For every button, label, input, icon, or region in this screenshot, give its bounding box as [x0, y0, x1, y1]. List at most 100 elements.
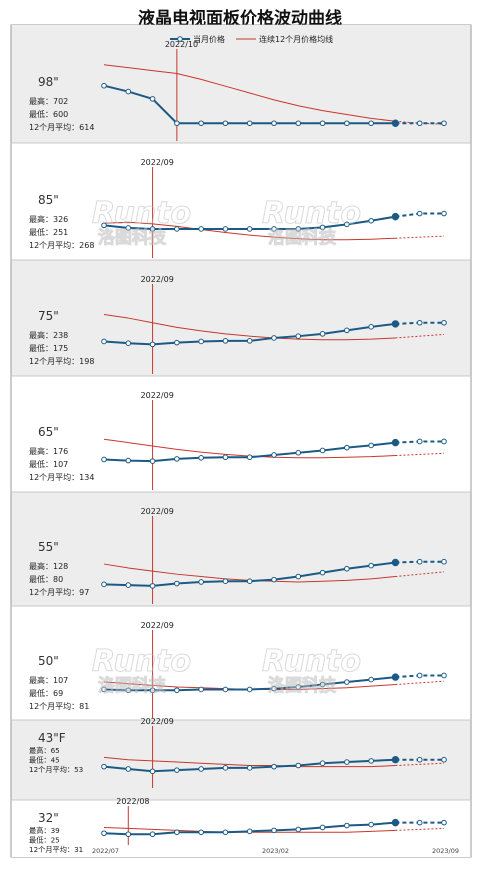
monthly-point — [441, 210, 447, 217]
monthly-point — [222, 765, 229, 771]
monthly-point — [149, 341, 156, 348]
peak-marker-label: 2022/09 — [141, 507, 174, 516]
stat-avg12: 12个月平均：134 — [29, 472, 94, 482]
monthly-point — [319, 681, 326, 688]
stat-high: 最高：65 — [29, 746, 60, 755]
panel-size-label: 85" — [38, 193, 59, 207]
stat-high: 最高：326 — [29, 214, 68, 224]
monthly-point — [271, 120, 277, 127]
avg-forecast-line — [395, 762, 445, 767]
monthly-point — [344, 759, 350, 765]
monthly-point-current — [391, 818, 400, 827]
monthly-point — [198, 338, 204, 345]
monthly-point — [295, 826, 302, 833]
stat-avg12: 12个月平均：198 — [29, 356, 94, 366]
panel-size-label: 75" — [38, 309, 59, 323]
monthly-point — [125, 88, 132, 95]
watermark-logo-cn: 洛图科技 — [98, 227, 167, 248]
monthly-point — [222, 120, 229, 127]
panel-size-label: 32" — [38, 811, 59, 825]
monthly-point — [149, 96, 156, 102]
monthly-point — [125, 340, 132, 347]
watermark-logo: Runto — [262, 196, 361, 231]
monthly-point — [246, 338, 253, 344]
monthly-point — [149, 768, 156, 775]
monthly-point — [441, 819, 447, 826]
stat-low: 最低：69 — [29, 688, 63, 698]
legend-monthly-label: 当月价格 — [193, 34, 225, 44]
panel-background — [11, 143, 471, 260]
monthly-point — [198, 766, 204, 772]
monthly-point — [174, 687, 180, 694]
avg-forecast-line — [395, 571, 445, 578]
peak-marker-label: 2022/09 — [141, 717, 174, 726]
monthly-point — [416, 120, 423, 127]
monthly-point — [125, 831, 132, 838]
monthly-point — [271, 763, 277, 770]
monthly-point — [149, 831, 156, 838]
monthly-point — [319, 760, 326, 767]
monthly-point — [295, 762, 302, 769]
watermark-logo: Runto — [262, 644, 361, 679]
panel-background — [11, 606, 471, 720]
peak-marker-label: 2022/09 — [141, 275, 174, 284]
monthly-point — [441, 120, 447, 127]
monthly-point — [149, 226, 156, 232]
monthly-point — [295, 226, 302, 232]
stat-avg12: 12个月平均：53 — [29, 765, 83, 774]
panel-size-label: 43"F — [38, 731, 66, 745]
monthly-point — [441, 438, 447, 445]
panel-background — [11, 376, 471, 492]
avg-forecast-line — [395, 827, 445, 831]
monthly-point — [246, 828, 253, 835]
stat-low: 最低：45 — [29, 756, 60, 765]
peak-marker-label: 2022/09 — [141, 158, 174, 167]
monthly-point — [174, 339, 180, 346]
peak-marker-label: 2022/09 — [141, 621, 174, 630]
monthly-point — [174, 829, 180, 836]
stat-high: 最高：238 — [29, 330, 68, 340]
monthly-point — [125, 582, 132, 588]
monthly-point — [101, 763, 107, 770]
monthly-point — [174, 580, 180, 587]
avg-line — [103, 221, 396, 241]
monthly-point — [198, 829, 204, 836]
monthly-point — [246, 454, 253, 461]
monthly-point — [246, 226, 253, 232]
monthly-point — [368, 217, 374, 224]
x-axis-label: 2023/02 — [262, 847, 289, 855]
monthly-point — [125, 766, 132, 772]
monthly-point — [222, 454, 229, 461]
avg-line — [103, 64, 396, 122]
avg-forecast-line — [395, 452, 445, 457]
monthly-point — [198, 686, 204, 693]
monthly-point — [319, 447, 326, 454]
panel-background — [11, 492, 471, 606]
monthly-point — [174, 456, 180, 462]
monthly-point — [101, 830, 107, 837]
monthly-point — [198, 454, 204, 461]
panel-background — [11, 800, 471, 857]
monthly-point-current — [391, 119, 400, 127]
monthly-point — [368, 562, 374, 569]
monthly-point — [441, 672, 447, 679]
monthly-point — [271, 685, 277, 692]
monthly-point — [198, 120, 204, 127]
monthly-point — [101, 222, 107, 229]
monthly-point — [149, 458, 156, 464]
x-axis-label: 2023/09 — [432, 847, 459, 855]
monthly-point — [295, 120, 302, 127]
peak-marker-label: 2022/09 — [141, 391, 174, 400]
monthly-point — [319, 824, 326, 831]
panel-background — [11, 720, 471, 800]
monthly-point — [416, 438, 423, 445]
watermark-logo-cn: 洛图科技 — [98, 675, 167, 696]
monthly-point — [344, 221, 350, 228]
panel-size-label: 65" — [38, 425, 59, 439]
stat-avg12: 12个月平均：614 — [29, 122, 94, 132]
monthly-point-current — [391, 558, 400, 567]
monthly-point-current — [391, 212, 400, 221]
monthly-point — [101, 82, 107, 89]
